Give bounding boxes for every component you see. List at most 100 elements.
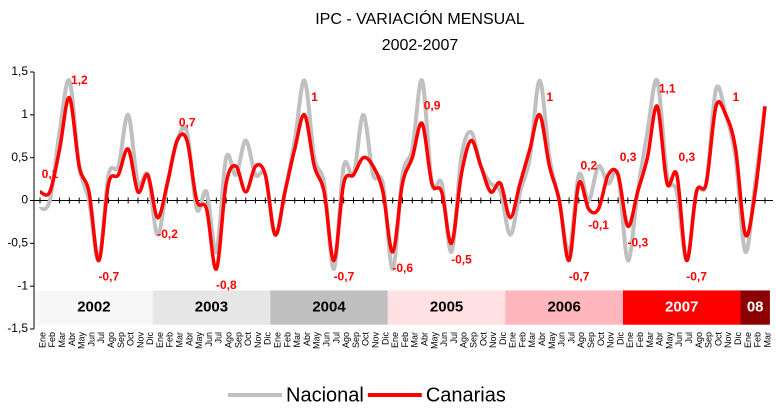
x-tick-label: Nov [488,332,498,349]
x-tick-label: Ago [576,332,586,348]
series-line [39,95,767,271]
x-tick-label: Oct [126,332,136,347]
y-tick-label: 1,5 [11,64,28,78]
x-tick-label: Ene [508,332,518,348]
data-label: 0,3 [678,150,695,164]
x-tick-label: Oct [361,332,371,347]
x-tick-label: Abr [184,332,194,346]
x-tick-label: Ago [694,332,704,348]
x-tick-label: Nov [253,332,263,349]
x-tick-label: Abr [655,332,665,346]
x-tick-label: Ene [155,332,165,348]
x-tick-label: Abr [67,332,77,346]
x-tick-label: Oct [243,332,253,347]
year-label: 2002 [77,299,110,316]
x-tick-label: Feb [282,332,292,348]
x-tick-label: Dic [263,332,273,345]
x-tick-label: Ene [390,332,400,348]
y-tick-label: -1 [17,278,28,292]
data-label: -0,2 [157,227,178,241]
y-tick-label: 1 [21,107,28,121]
year-band [270,290,388,325]
data-label: -0,8 [216,278,237,292]
year-label: 2007 [665,299,698,316]
x-tick-label: Dic [498,332,508,345]
x-tick-label: Oct [713,332,723,347]
data-label: 0,7 [179,116,196,130]
x-tick-label: Mar [410,332,420,348]
data-label: 0,9 [424,99,441,113]
x-tick-label: May [429,332,439,350]
data-label: -0,6 [392,261,413,275]
x-tick-label: Nov [606,332,616,349]
x-tick-label: Mar [645,332,655,348]
x-tick-label: Jul [96,332,106,344]
x-tick-label: May [77,332,87,350]
x-tick-label: Sep [116,332,126,348]
x-tick-label: Feb [400,332,410,348]
x-tick-label: Ene [273,332,283,348]
year-band [622,290,741,325]
x-tick-label: Jul [684,332,694,344]
x-tick-label: Feb [635,332,645,348]
x-tick-label: Nov [723,332,733,349]
x-tick-label: Ene [743,332,753,348]
x-tick-label: Feb [165,332,175,348]
x-tick-label: Ago [106,332,116,348]
y-tick-label: 0,5 [11,150,28,164]
x-tick-label: Sep [704,332,714,348]
year-label: 08 [747,299,764,316]
data-label: 0,1 [42,167,59,181]
x-tick-label: May [312,332,322,350]
x-tick-label: Jun [204,332,214,347]
chart-subtitle: 2002-2007 [382,37,459,54]
data-label: -0,5 [451,253,472,267]
x-tick-label: May [547,332,557,350]
y-tick-label: -0,5 [7,236,28,250]
x-tick-label: Ene [37,332,47,348]
x-tick-label: Jul [331,332,341,344]
x-tick-label: Mar [292,332,302,348]
x-tick-label: Sep [351,332,361,348]
chart-title: IPC - VARIACIÓN MENSUAL [315,9,525,28]
x-tick-label: Nov [135,332,145,349]
x-tick-label: Ene [625,332,635,348]
series-line [38,77,767,272]
data-label: -0,7 [686,270,707,284]
data-label: -0,1 [588,218,609,232]
x-tick-label: Mar [527,332,537,348]
x-tick-label: Sep [233,332,243,348]
x-tick-label: Oct [478,332,488,347]
x-tick-label: Mar [175,332,185,348]
x-tick-label: Sep [468,332,478,348]
x-tick-label: Jul [214,332,224,344]
x-tick-label: Jun [439,332,449,347]
x-tick-label: Dic [733,332,743,345]
x-tick-label: Abr [302,332,312,346]
year-band [740,290,770,325]
x-tick-label: Nov [370,332,380,349]
x-tick-label: Feb [47,332,57,348]
x-tick-label: Sep [586,332,596,348]
x-tick-label: Mar [57,332,67,348]
x-tick-label: May [194,332,204,350]
x-tick-label: Ago [224,332,234,348]
x-tick-label: Dic [380,332,390,345]
x-tick-label: Mar [762,332,772,348]
year-label: 2003 [195,299,228,316]
legend-label: Nacional [286,384,364,406]
year-band [152,290,271,325]
x-tick-label: Jul [566,332,576,344]
year-band [505,290,623,325]
x-tick-label: Feb [517,332,527,348]
legend-label: Canarias [426,384,506,406]
x-tick-label: Ago [341,332,351,348]
year-label: 2005 [430,299,463,316]
data-label: 0,2 [581,159,598,173]
x-tick-label: Jul [449,332,459,344]
data-label: 1 [546,90,553,104]
data-label: 0,3 [620,150,637,164]
year-label: 2006 [547,299,580,316]
data-label: 1 [311,90,318,104]
